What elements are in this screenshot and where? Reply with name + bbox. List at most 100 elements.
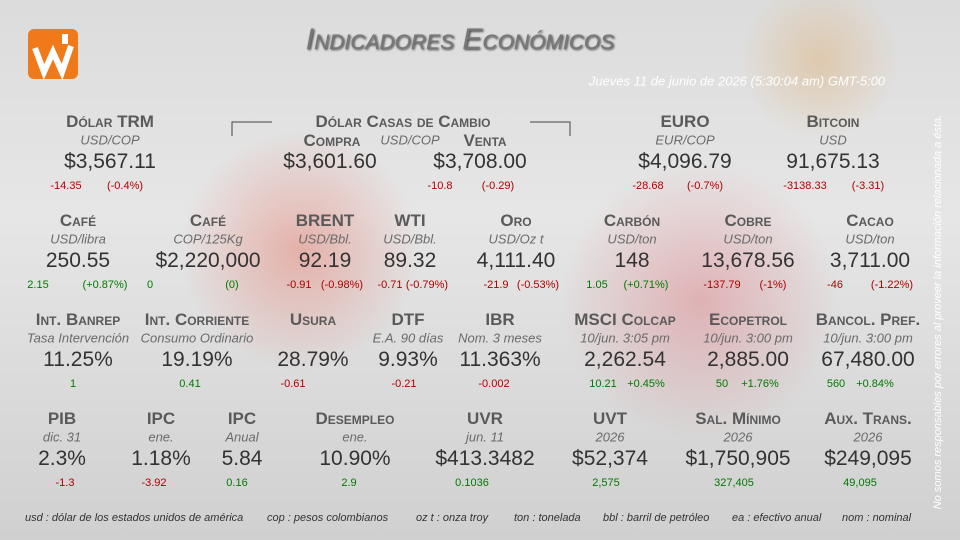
indicator-value: 11.25% [43, 348, 113, 371]
indicator-change: -0.71 [377, 279, 403, 291]
indicator-name: DTF [391, 310, 425, 329]
logo-plug [62, 34, 68, 44]
indicator-change: 2.15 [27, 279, 49, 291]
sell-label: Venta [463, 131, 507, 150]
indicator-name: Desempleo [315, 409, 395, 428]
indicator-change: -10.8 [427, 180, 453, 192]
indicator-name: Bitcoin [806, 112, 860, 131]
title: Indicadores Económicos [305, 23, 615, 56]
indicator-name: IBR [485, 310, 515, 329]
indicator-value: 10.90% [319, 447, 391, 470]
indicator-unit: USD/COP [380, 132, 440, 148]
indicator-change: 0 [146, 279, 154, 291]
indicator-change: 2,575 [592, 477, 620, 489]
indicator-name: Aux. Trans. [824, 409, 912, 428]
indicator-name: Int. Banrep [35, 310, 121, 329]
indicator-name: UVT [593, 409, 627, 428]
indicator-name: Café [189, 211, 227, 230]
indicator-name: Cacao [846, 211, 894, 230]
indicator-unit: jun. 11 [465, 429, 505, 445]
indicator-percent: (+0.87%) [82, 279, 128, 291]
indicator-name: PIB [47, 409, 77, 428]
indicator-unit: EUR/COP [655, 132, 715, 148]
indicator-name: MSCI Colcap [574, 310, 676, 329]
indicator-percent: (+0.71%) [623, 279, 669, 291]
indicator-change: 0.1036 [455, 477, 489, 489]
indicator-name: IPC [227, 409, 257, 428]
disclaimer: No somos responsables por errores al pro… [932, 114, 944, 510]
indicator-change: -137.79 [703, 279, 741, 291]
bracket [231, 121, 272, 136]
indicator-unit: 10/jun. 3:00 pm [823, 330, 913, 346]
indicator-change: 560 [826, 378, 846, 390]
indicator-value: 1.18% [131, 447, 191, 470]
indicator-value: 91,675.13 [786, 150, 880, 173]
indicator-change: -46 [827, 279, 843, 291]
indicator-unit: 2026 [595, 429, 625, 445]
indicator-unit: 10/jun. 3:00 pm [703, 330, 793, 346]
indicator-name: Int. Corriente [144, 310, 250, 329]
glossary-item: oz t : onza troy [416, 512, 489, 524]
logo-mark [32, 44, 74, 81]
indicator-change: -3.92 [141, 477, 167, 489]
indicator-percent: (-0.4%) [106, 180, 144, 192]
indicator-unit: USD/ton [723, 231, 773, 247]
indicator-name: EURO [660, 112, 710, 131]
indicator-name: BRENT [295, 211, 355, 230]
indicator-change: 327,405 [714, 477, 754, 489]
indicator-unit: ene. [342, 429, 368, 445]
indicator-percent: +0.45% [627, 378, 665, 390]
indicator-unit: USD/Bbl. [298, 231, 352, 247]
indicator-change: -0.002 [478, 378, 510, 390]
indicator-value: 89.32 [383, 249, 437, 272]
indicator-unit: Consumo Ordinario [140, 330, 254, 346]
indicator-change: -3138.33 [783, 180, 827, 192]
indicator-unit: Anual [225, 429, 259, 445]
indicator-value: 92.19 [298, 249, 352, 272]
indicator-change: 50 [715, 378, 729, 390]
indicator-unit: USD/ton [845, 231, 895, 247]
indicator-name: WTI [394, 211, 426, 230]
indicator-value: 28.79% [277, 348, 349, 371]
indicator-name: Usura [289, 310, 337, 329]
indicator-value: 9.93% [378, 348, 438, 371]
indicator-percent: (-0.29) [481, 180, 515, 192]
indicator-name: Oro [500, 211, 532, 230]
indicator-unit: Tasa Intervención [26, 330, 130, 346]
indicator-value: $2,220,000 [155, 249, 261, 272]
glossary-item: nom : nominal [842, 512, 912, 524]
indicator-value: 2,885.00 [707, 348, 789, 371]
indicator-percent: +0.84% [856, 378, 894, 390]
indicator-value: $52,374 [572, 447, 648, 470]
buy-label: Compra [303, 131, 361, 150]
indicator-value: $3,708.00 [433, 150, 527, 173]
indicator-name: IPC [146, 409, 176, 428]
glossary-item: usd : dólar de los estados unidos de amé… [25, 512, 244, 524]
glossary-item: ton : tonelada [514, 512, 581, 524]
indicator-percent: (0) [225, 279, 239, 291]
indicator-change: 49,095 [843, 477, 877, 489]
indicator-value: 250.55 [45, 249, 111, 272]
indicator-percent: +1.76% [741, 378, 779, 390]
indicator-value: $1,750,905 [685, 447, 791, 470]
indicator-change: 0.41 [179, 378, 201, 390]
indicator-name: Sal. Mínimo [695, 409, 781, 428]
indicator-change: -21.9 [483, 279, 509, 291]
indicator-name: UVR [467, 409, 503, 428]
indicator-change: -0.91 [286, 279, 312, 291]
indicator-value: 11.363% [459, 348, 541, 371]
indicator-unit: Nom. 3 meses [458, 330, 542, 346]
indicator-percent: (-0.79%) [405, 279, 449, 291]
indicator-value: 4,111.40 [476, 249, 556, 272]
bracket [530, 121, 571, 136]
indicator-change: -1.3 [55, 477, 75, 489]
indicator-unit: 10/jun. 3:05 pm [580, 330, 670, 346]
indicator-name: Carbón [603, 211, 661, 230]
indicator-unit: USD/COP [80, 132, 140, 148]
indicator-value: 13,678.56 [701, 249, 795, 272]
indicator-name: Cobre [724, 211, 772, 230]
indicator-name: Dólar Casas de Cambio [315, 112, 491, 131]
indicator-name: Café [59, 211, 97, 230]
